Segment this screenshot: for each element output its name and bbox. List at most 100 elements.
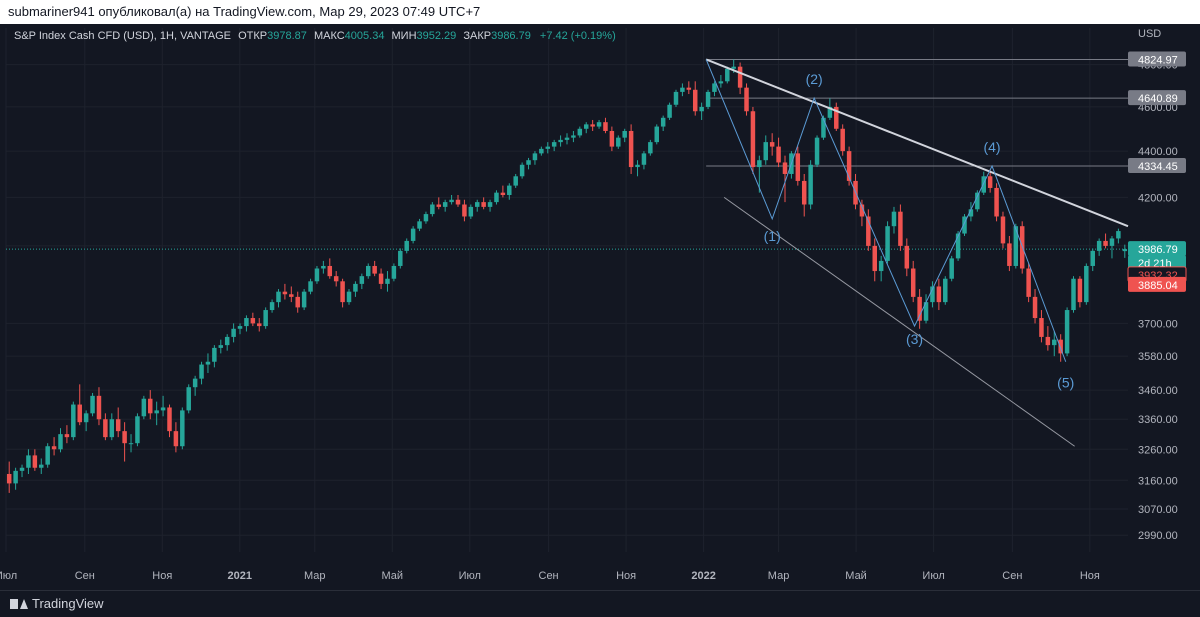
candle-body (1039, 318, 1044, 337)
legend-symbol: S&P Index Cash CFD (USD), 1H, VANTAGE (14, 30, 232, 42)
candle-body (763, 142, 768, 161)
candle-body (1077, 278, 1083, 303)
candle-body (1071, 278, 1076, 311)
candle-body (135, 416, 140, 444)
chart-area[interactable]: 4800.004600.004400.004200.004000.003700.… (0, 24, 1200, 590)
candle-body (814, 137, 820, 165)
candle-body (910, 268, 916, 297)
candle-body (955, 233, 961, 259)
candle-body (494, 192, 499, 203)
candle-body (417, 221, 422, 229)
tradingview-logo[interactable]: TradingView (10, 596, 104, 611)
candle-body (321, 265, 326, 269)
tradingview-logo-icon (10, 598, 28, 609)
time-tick-label: Ноя (616, 570, 636, 582)
candle-body (109, 419, 115, 438)
time-tick-label: Сен (539, 570, 559, 582)
candle-body (923, 302, 929, 321)
candle-body (968, 209, 974, 217)
candle-body (596, 122, 602, 127)
wave-label: (4) (983, 139, 1000, 155)
candle-body (346, 291, 352, 303)
candle-body (90, 395, 95, 414)
legend-high-label: МАКС (313, 30, 345, 42)
candle-body (301, 291, 307, 308)
candle-body (667, 104, 672, 118)
tradingview-logo-text: TradingView (32, 596, 104, 611)
symbol-legend: S&P Index Cash CFD (USD), 1H, VANTAGE ОТ… (14, 30, 616, 42)
candle-body (949, 258, 954, 279)
candlestick-chart[interactable]: 4800.004600.004400.004200.004000.003700.… (0, 24, 1200, 590)
footer-bar: TradingView (0, 590, 1200, 617)
legend-close-value: 3986.79 (491, 30, 531, 42)
candle-body (769, 142, 775, 147)
candle-body (834, 106, 839, 129)
candle-body (231, 328, 236, 337)
candle-body (994, 187, 999, 217)
candle-body (981, 176, 986, 193)
candle-body (199, 364, 204, 379)
candle-body (801, 180, 807, 205)
candle-body (148, 398, 153, 414)
candle-body (180, 410, 185, 447)
attribution-text: submariner941 опубликовал(а) на TradingV… (8, 4, 481, 19)
candle-body (1026, 268, 1031, 297)
time-tick-label: Сен (1002, 570, 1022, 582)
candle-body (282, 291, 288, 295)
upper-trendline (705, 58, 1129, 228)
candle-body (378, 273, 384, 284)
candle-body (1096, 240, 1102, 251)
candle-body (898, 211, 903, 246)
candle-body (276, 291, 281, 303)
candle-body (1122, 249, 1128, 252)
price-label-text: 3885.04 (1138, 280, 1178, 292)
candle-body (186, 387, 191, 411)
wave-label: (3) (906, 331, 923, 347)
candle-body (141, 398, 147, 417)
candle-body (539, 148, 544, 154)
candle-body (192, 378, 198, 388)
candle-body (904, 245, 910, 269)
candle-body (917, 296, 922, 321)
legend-close-label: ЗАКР (463, 30, 492, 42)
legend-change: +7.42 (+0.19%) (539, 30, 616, 42)
candle-body (936, 286, 942, 303)
candle-body (71, 404, 76, 438)
candle-body (583, 124, 589, 129)
candle-body (827, 106, 833, 118)
candle-body (718, 81, 724, 84)
candle-body (154, 410, 159, 414)
candle-body (609, 130, 615, 147)
candle-body (500, 192, 506, 196)
candle-body (635, 164, 640, 168)
candle-body (372, 265, 377, 274)
candle-body (359, 276, 365, 284)
candle-body (45, 446, 50, 465)
candle-body (872, 245, 877, 272)
candle-body (449, 199, 454, 203)
candle-body (263, 310, 268, 327)
candle-body (423, 214, 429, 222)
legend-low-label: МИН (391, 30, 417, 42)
candle-body (673, 91, 679, 105)
candle-body (1052, 339, 1057, 346)
candle-body (885, 226, 890, 261)
candle-body (686, 87, 692, 90)
candle-body (173, 431, 179, 447)
time-tick-label: Май (845, 570, 867, 582)
price-tick-label: 4200.00 (1138, 192, 1178, 204)
elliott-wave-path (705, 59, 1067, 362)
price-tick-label: 2990.00 (1138, 530, 1178, 542)
candle-body (878, 260, 884, 272)
candle-body (295, 296, 300, 308)
candle-body (13, 470, 18, 484)
candle-body (603, 122, 608, 131)
candle-body (257, 323, 262, 327)
legend-high-value: 4005.34 (344, 30, 385, 42)
candle-body (551, 142, 557, 147)
candle-body (1045, 336, 1051, 346)
candle-body (712, 83, 717, 92)
candle-body (1007, 243, 1012, 266)
candle-body (58, 434, 63, 450)
candle-body (269, 302, 275, 311)
